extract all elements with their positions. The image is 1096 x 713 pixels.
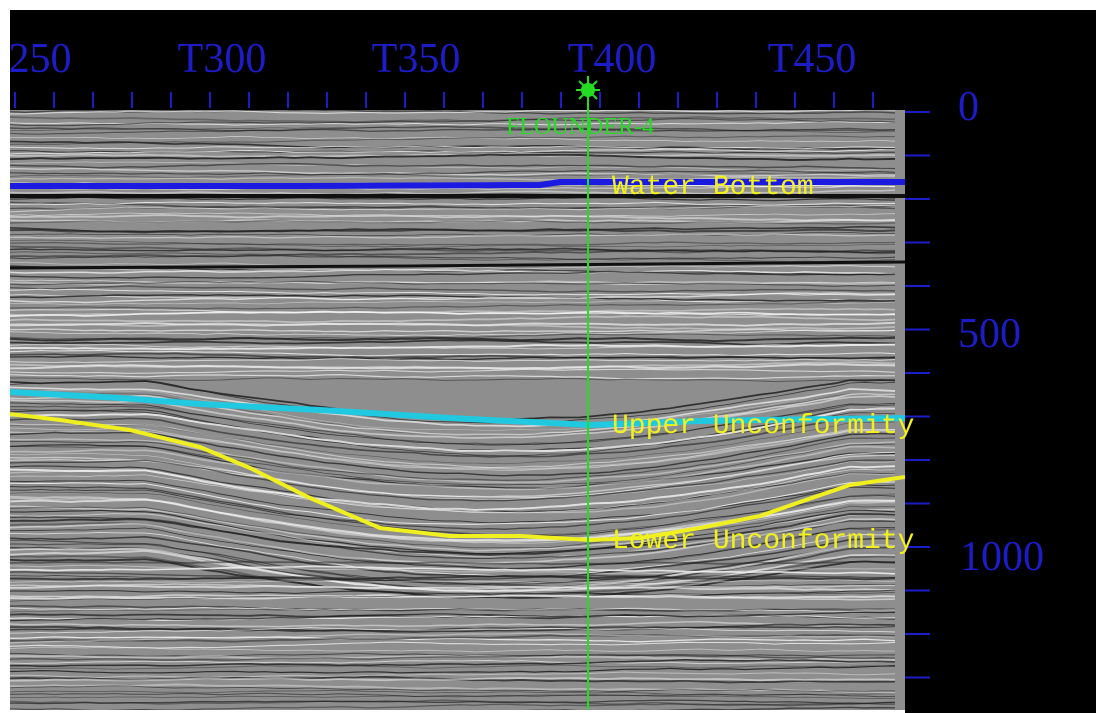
right-axis-label: 500 (958, 311, 1021, 357)
right-axis-label: 0 (958, 84, 979, 130)
seismic-view: 250 T300 T350 T400 T450 0 500 1000 FLOUN… (0, 0, 1096, 713)
top-axis-label: T400 (568, 36, 657, 82)
top-axis-label: T350 (372, 36, 461, 82)
top-axis-label: T450 (768, 36, 857, 82)
top-axis-label: T300 (178, 36, 267, 82)
horizon-label: Lower Unconformity (612, 526, 914, 557)
right-axis-label: 1000 (960, 534, 1044, 580)
right-axis-band (905, 10, 1096, 713)
top-axis-label: 250 (9, 36, 72, 82)
horizon-label: Water Bottom (612, 172, 814, 203)
horizon-label: Upper Unconformity (612, 411, 914, 442)
left-margin (0, 0, 10, 713)
well-name: FLOUNDER-4 (506, 114, 654, 140)
